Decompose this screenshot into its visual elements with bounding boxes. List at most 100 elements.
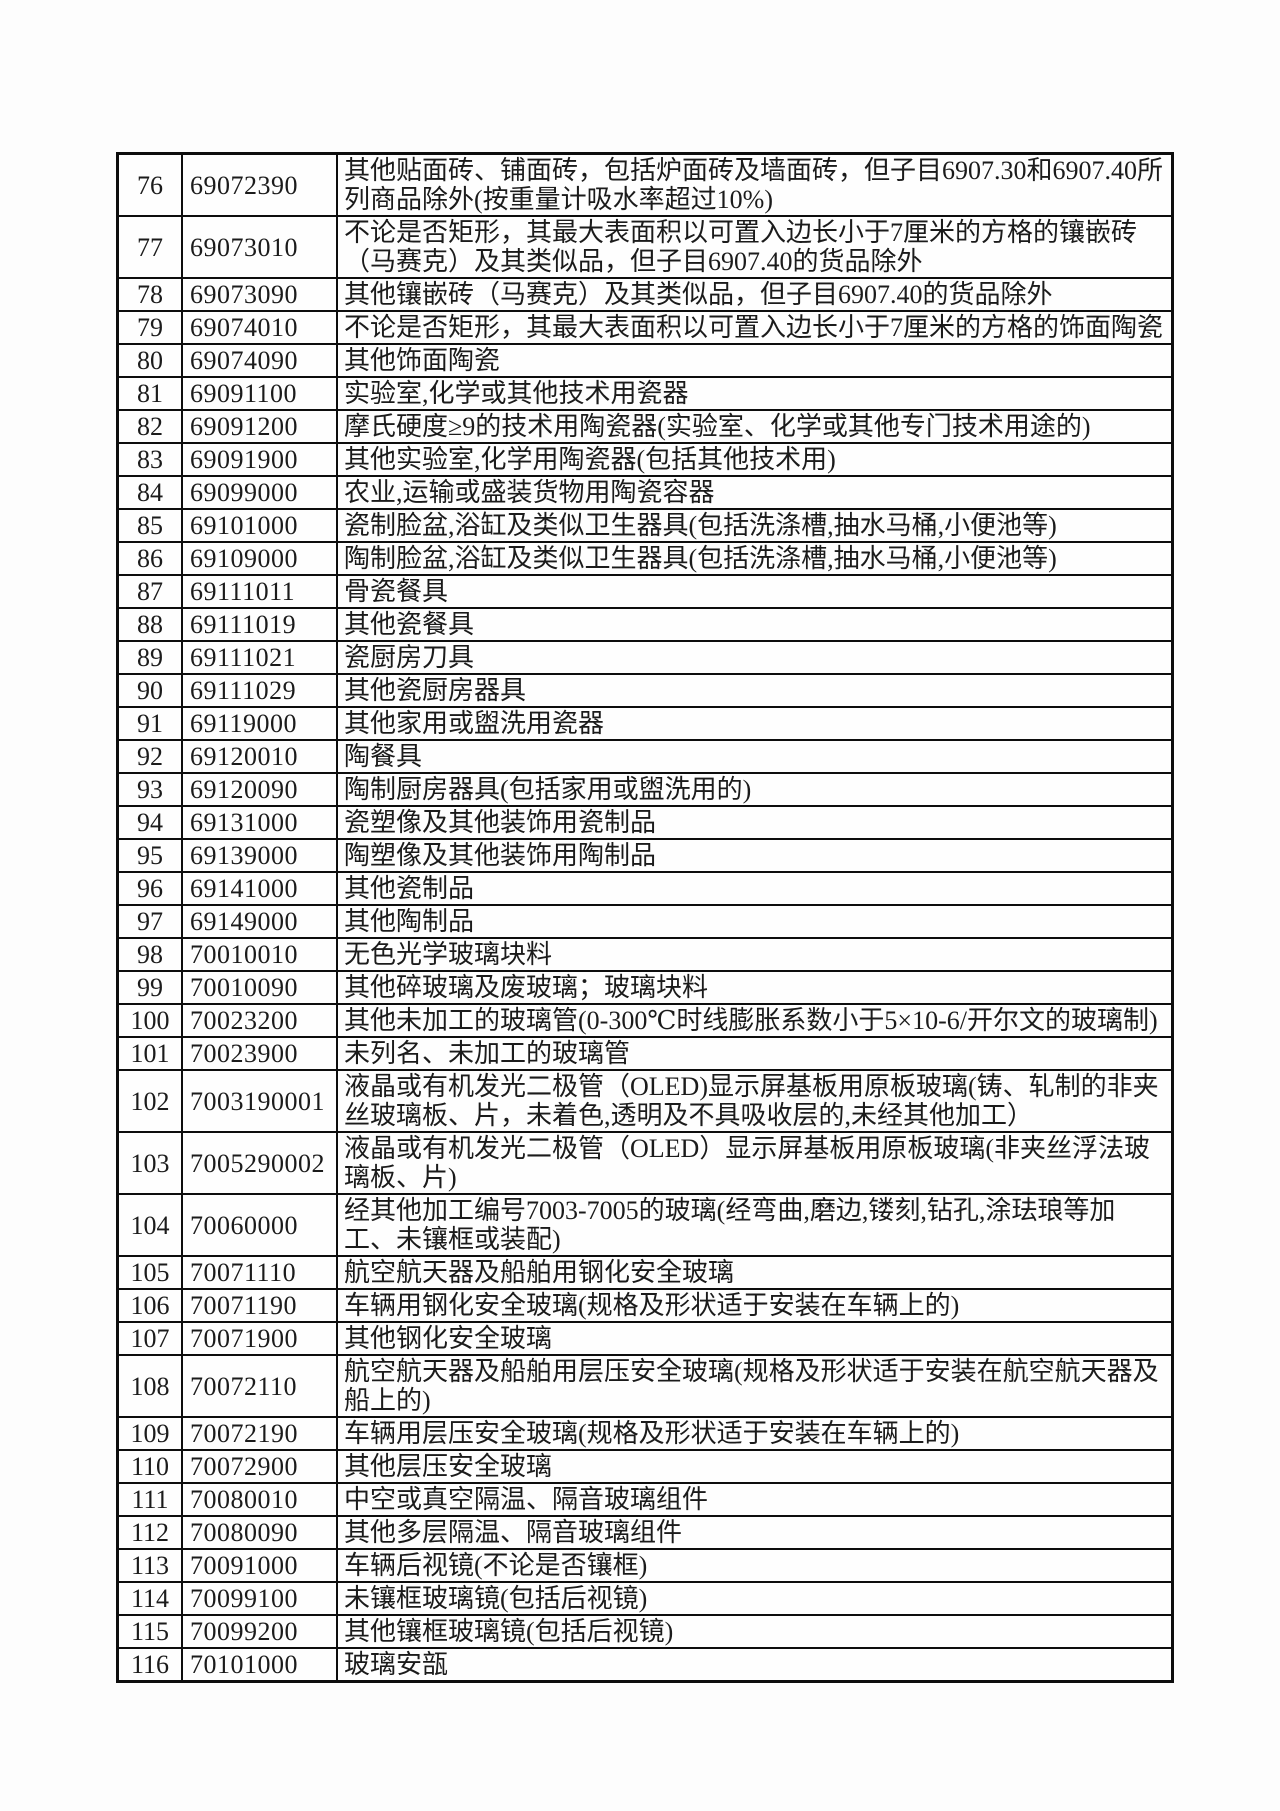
- description-cell: 其他镶嵌砖（马赛克）及其类似品，但子目6907.40的货品除外: [336, 277, 1174, 312]
- description-cell: 瓷塑像及其他装饰用瓷制品: [336, 805, 1174, 840]
- row-number-cell: 77: [116, 215, 183, 279]
- hs-code-cell: 70101000: [181, 1647, 338, 1683]
- row-number-cell: 95: [116, 838, 183, 873]
- table-row: 114 70099100 未镶框玻璃镜(包括后视镜): [116, 1581, 1174, 1616]
- row-number-cell: 87: [116, 574, 183, 609]
- table-row: 98 70010010 无色光学玻璃块料: [116, 937, 1174, 972]
- hs-code-cell: 69073010: [181, 215, 338, 279]
- description-cell: 中空或真空隔温、隔音玻璃组件: [336, 1482, 1174, 1517]
- description-cell: 航空航天器及船舶用钢化安全玻璃: [336, 1255, 1174, 1290]
- description-cell: 玻璃安瓿: [336, 1647, 1174, 1683]
- table-row: 77 69073010 不论是否矩形，其最大表面积以可置入边长小于7厘米的方格的镶嵌…: [116, 215, 1174, 279]
- description-cell: 陶餐具: [336, 739, 1174, 774]
- description-cell: 瓷制脸盆,浴缸及类似卫生器具(包括洗涤槽,抽水马桶,小便池等): [336, 508, 1174, 543]
- hs-code-cell: 69131000: [181, 805, 338, 840]
- description-cell: 车辆用钢化安全玻璃(规格及形状适于安装在车辆上的): [336, 1288, 1174, 1323]
- hs-code-cell: 70071110: [181, 1255, 338, 1290]
- row-number-cell: 108: [116, 1354, 183, 1418]
- hs-code-cell: 69074090: [181, 343, 338, 378]
- table-row: 116 70101000 玻璃安瓿: [116, 1647, 1174, 1683]
- description-cell: 瓷厨房刀具: [336, 640, 1174, 675]
- description-cell: 陶塑像及其他装饰用陶制品: [336, 838, 1174, 873]
- row-number-cell: 83: [116, 442, 183, 477]
- row-number-cell: 104: [116, 1193, 183, 1257]
- row-number-cell: 112: [116, 1515, 183, 1550]
- row-number-cell: 98: [116, 937, 183, 972]
- table-row: 90 69111029 其他瓷厨房器具: [116, 673, 1174, 708]
- table-row: 93 69120090 陶制厨房器具(包括家用或盥洗用的): [116, 772, 1174, 807]
- row-number-cell: 111: [116, 1482, 183, 1517]
- description-cell: 车辆后视镜(不论是否镶框): [336, 1548, 1174, 1583]
- row-number-cell: 100: [116, 1003, 183, 1038]
- hs-code-cell: 69091100: [181, 376, 338, 411]
- description-cell: 骨瓷餐具: [336, 574, 1174, 609]
- hs-code-table: 76 69072390 其他贴面砖、铺面砖，包括炉面砖及墙面砖，但子目6907.30…: [116, 152, 1174, 1683]
- row-number-cell: 97: [116, 904, 183, 939]
- hs-code-cell: 70023900: [181, 1036, 338, 1071]
- table-row: 108 70072110 航空航天器及船舶用层压安全玻璃(规格及形状适于安装在航空航…: [116, 1354, 1174, 1418]
- hs-code-cell: 69101000: [181, 508, 338, 543]
- table-row: 110 70072900 其他层压安全玻璃: [116, 1449, 1174, 1484]
- row-number-cell: 101: [116, 1036, 183, 1071]
- table-row: 85 69101000 瓷制脸盆,浴缸及类似卫生器具(包括洗涤槽,抽水马桶,小便池等…: [116, 508, 1174, 543]
- hs-code-cell: 69120090: [181, 772, 338, 807]
- row-number-cell: 96: [116, 871, 183, 906]
- description-cell: 未列名、未加工的玻璃管: [336, 1036, 1174, 1071]
- hs-code-cell: 69111021: [181, 640, 338, 675]
- row-number-cell: 90: [116, 673, 183, 708]
- row-number-cell: 92: [116, 739, 183, 774]
- table-row: 82 69091200 摩氏硬度≥9的技术用陶瓷器(实验室、化学或其他专门技术用途的…: [116, 409, 1174, 444]
- row-number-cell: 86: [116, 541, 183, 576]
- hs-code-cell: 69074010: [181, 310, 338, 345]
- description-cell: 其他瓷制品: [336, 871, 1174, 906]
- table-row: 83 69091900 其他实验室,化学用陶瓷器(包括其他技术用): [116, 442, 1174, 477]
- hs-code-cell: 70010090: [181, 970, 338, 1005]
- table-row: 88 69111019 其他瓷餐具: [116, 607, 1174, 642]
- row-number-cell: 89: [116, 640, 183, 675]
- description-cell: 航空航天器及船舶用层压安全玻璃(规格及形状适于安装在航空航天器及船上的): [336, 1354, 1174, 1418]
- hs-code-cell: 69111011: [181, 574, 338, 609]
- table-row: 96 69141000 其他瓷制品: [116, 871, 1174, 906]
- table-row: 87 69111011 骨瓷餐具: [116, 574, 1174, 609]
- hs-code-cell: 7003190001: [181, 1069, 338, 1133]
- row-number-cell: 82: [116, 409, 183, 444]
- row-number-cell: 115: [116, 1614, 183, 1649]
- hs-code-cell: 70072190: [181, 1416, 338, 1451]
- row-number-cell: 81: [116, 376, 183, 411]
- row-number-cell: 105: [116, 1255, 183, 1290]
- hs-code-cell: 70080010: [181, 1482, 338, 1517]
- hs-code-cell: 70072900: [181, 1449, 338, 1484]
- hs-code-cell: 69091900: [181, 442, 338, 477]
- table-row: 94 69131000 瓷塑像及其他装饰用瓷制品: [116, 805, 1174, 840]
- description-cell: 其他家用或盥洗用瓷器: [336, 706, 1174, 741]
- row-number-cell: 85: [116, 508, 183, 543]
- row-number-cell: 99: [116, 970, 183, 1005]
- description-cell: 其他瓷餐具: [336, 607, 1174, 642]
- hs-code-cell: 70060000: [181, 1193, 338, 1257]
- table-row: 84 69099000 农业,运输或盛装货物用陶瓷容器: [116, 475, 1174, 510]
- table-row: 103 7005290002 液晶或有机发光二极管（OLED）显示屏基板用原板玻璃(…: [116, 1131, 1174, 1195]
- table-row: 79 69074010 不论是否矩形，其最大表面积以可置入边长小于7厘米的方格的饰面…: [116, 310, 1174, 345]
- hs-code-cell: 69091200: [181, 409, 338, 444]
- table-row: 91 69119000 其他家用或盥洗用瓷器: [116, 706, 1174, 741]
- table-row: 92 69120010 陶餐具: [116, 739, 1174, 774]
- description-cell: 其他碎玻璃及废玻璃；玻璃块料: [336, 970, 1174, 1005]
- hs-code-cell: 69109000: [181, 541, 338, 576]
- description-cell: 无色光学玻璃块料: [336, 937, 1174, 972]
- description-cell: 其他饰面陶瓷: [336, 343, 1174, 378]
- table-row: 99 70010090 其他碎玻璃及废玻璃；玻璃块料: [116, 970, 1174, 1005]
- row-number-cell: 109: [116, 1416, 183, 1451]
- hs-code-cell: 69072390: [181, 152, 338, 217]
- row-number-cell: 88: [116, 607, 183, 642]
- description-cell: 摩氏硬度≥9的技术用陶瓷器(实验室、化学或其他专门技术用途的): [336, 409, 1174, 444]
- hs-code-cell: 70080090: [181, 1515, 338, 1550]
- hs-code-cell: 70091000: [181, 1548, 338, 1583]
- hs-code-cell: 69099000: [181, 475, 338, 510]
- table-row: 89 69111021 瓷厨房刀具: [116, 640, 1174, 675]
- table-row: 104 70060000 经其他加工编号7003-7005的玻璃(经弯曲,磨边,镂刻…: [116, 1193, 1174, 1257]
- hs-code-cell: 69141000: [181, 871, 338, 906]
- table-row: 115 70099200 其他镶框玻璃镜(包括后视镜): [116, 1614, 1174, 1649]
- hs-code-cell: 7005290002: [181, 1131, 338, 1195]
- table-row: 107 70071900 其他钢化安全玻璃: [116, 1321, 1174, 1356]
